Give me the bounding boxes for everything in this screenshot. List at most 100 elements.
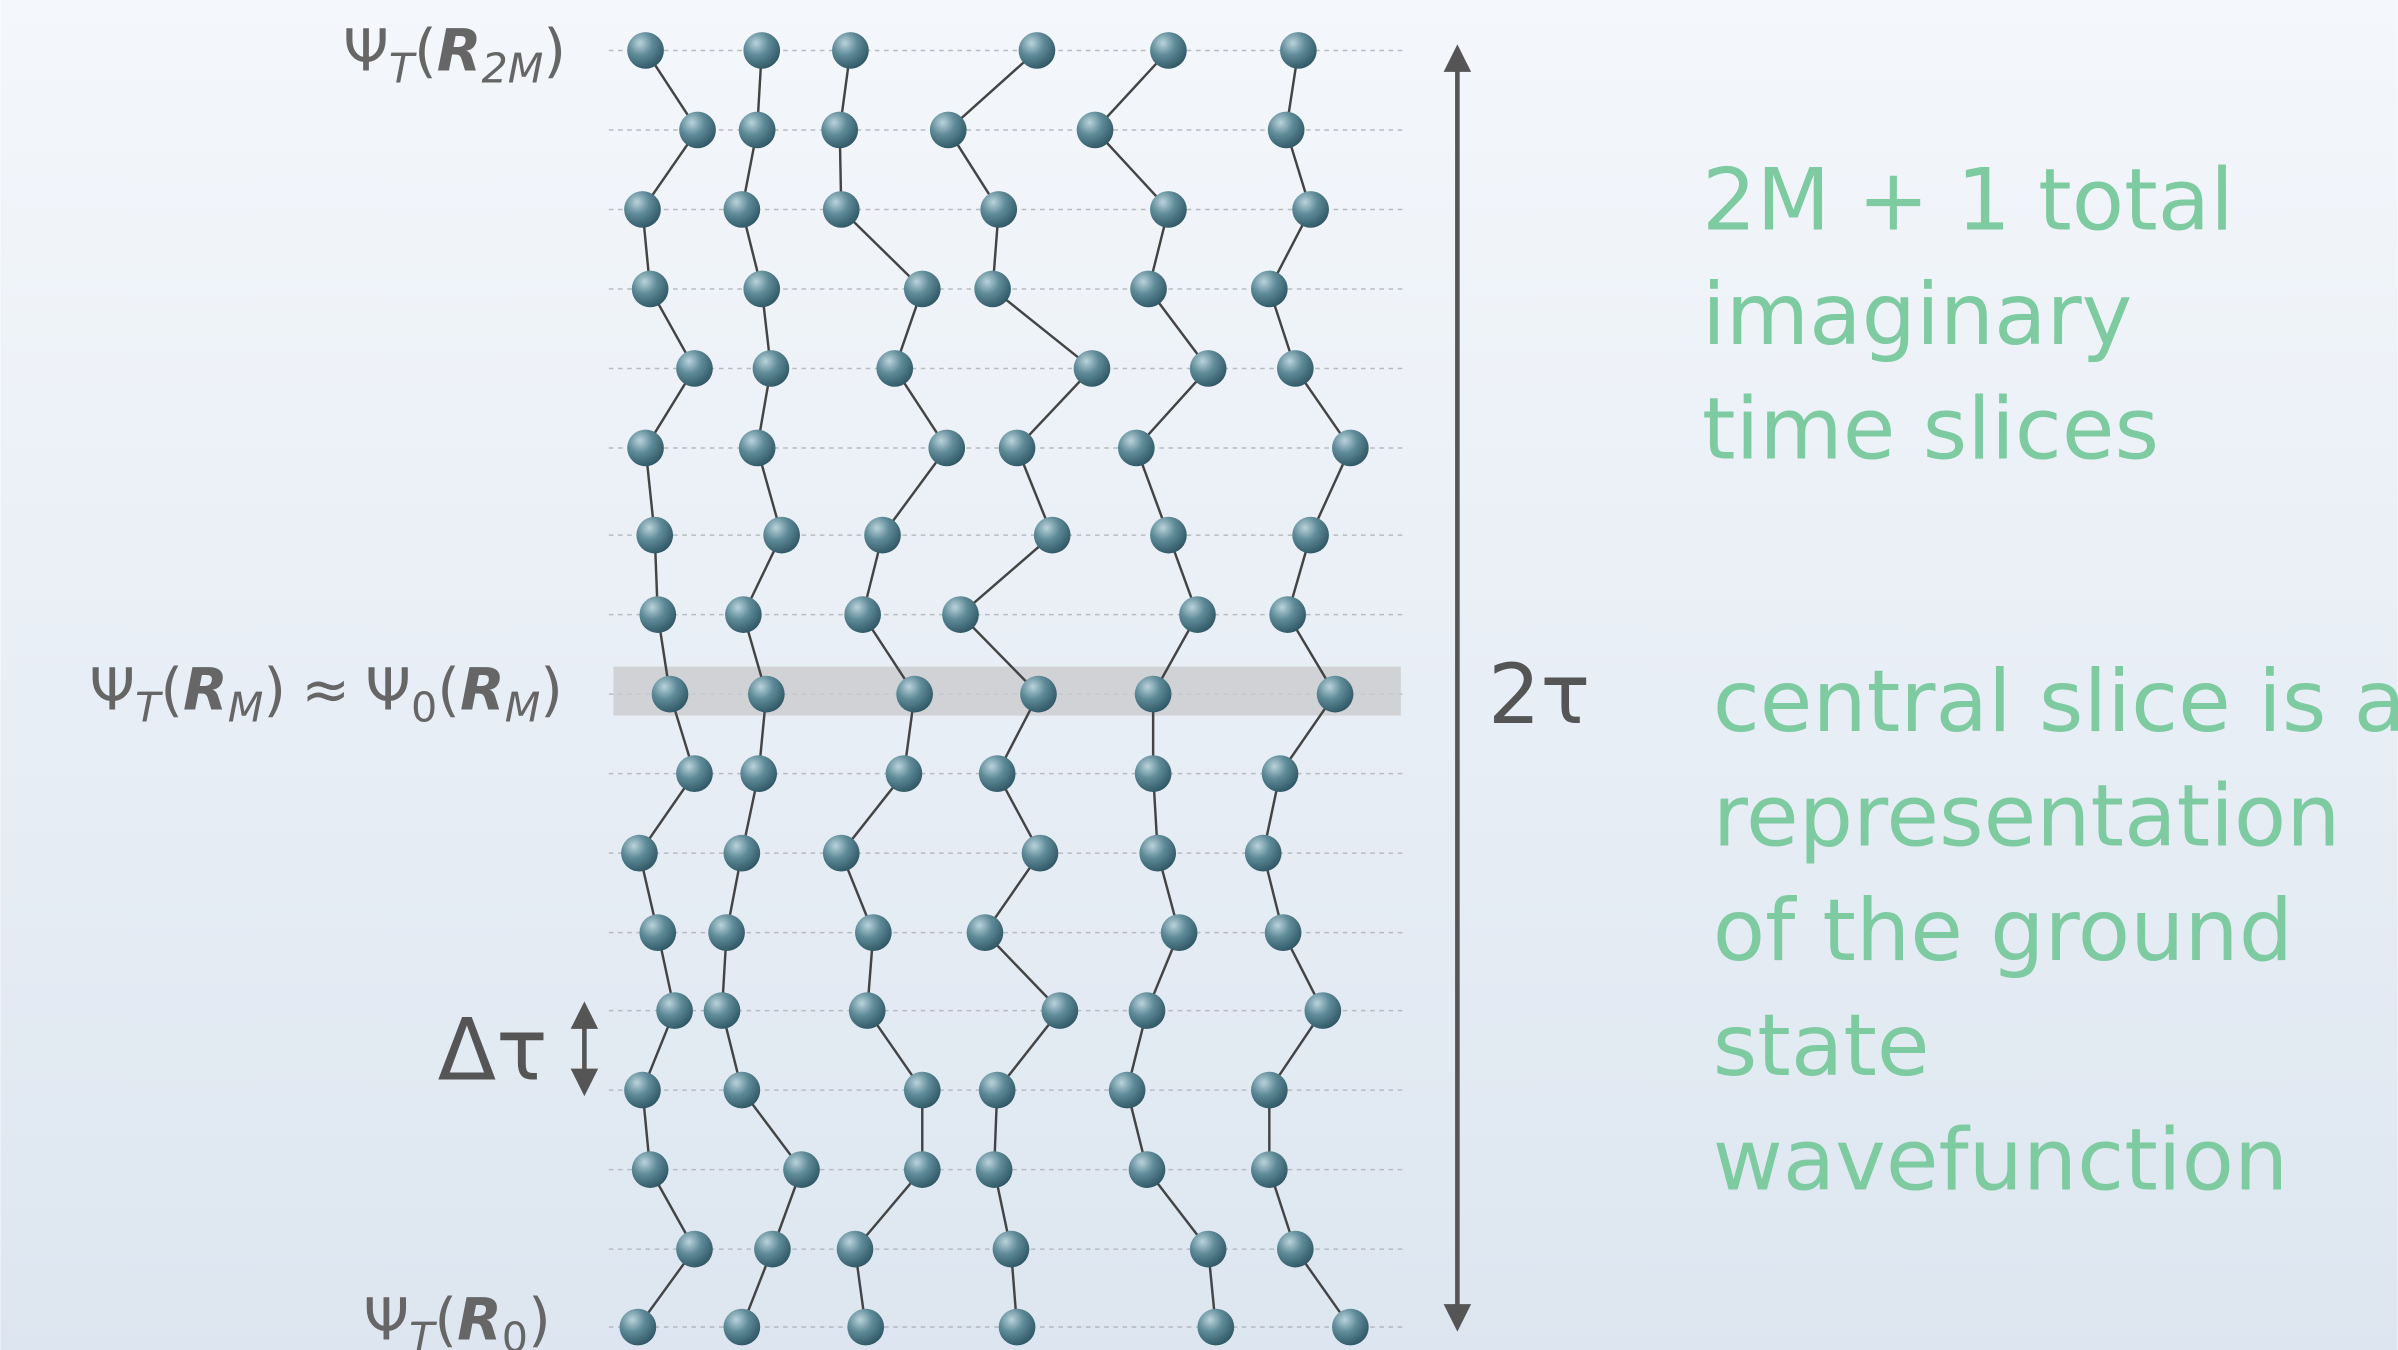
symbol: Ψ (89, 655, 135, 723)
bead (740, 755, 777, 792)
subscript: T (409, 1314, 437, 1350)
bead (724, 1309, 761, 1346)
symbol: R (437, 16, 482, 84)
bead (725, 596, 762, 633)
bead (1139, 835, 1176, 872)
bead (904, 1072, 941, 1109)
bead (743, 32, 780, 69)
paren: ) (528, 1285, 551, 1350)
bead (1074, 350, 1111, 387)
bead (928, 430, 965, 467)
bead (1332, 1309, 1369, 1346)
note-line: state (1713, 997, 1930, 1096)
bead (844, 596, 881, 633)
bead (999, 430, 1036, 467)
bead (1245, 835, 1282, 872)
bead (676, 350, 713, 387)
bead (679, 112, 716, 149)
bead (823, 191, 860, 228)
bead (632, 1151, 669, 1188)
bead (1150, 191, 1187, 228)
bead (1269, 596, 1306, 633)
symbol: R (457, 1285, 502, 1350)
bead (639, 914, 676, 951)
bead (1251, 1072, 1288, 1109)
paren: ( (414, 16, 437, 84)
subscript: 2M (482, 45, 544, 93)
bead (632, 271, 669, 308)
bead (1077, 112, 1114, 149)
bead (1332, 430, 1369, 467)
bead (704, 992, 741, 1029)
bead (639, 596, 676, 633)
paren: ) (540, 655, 563, 723)
bead (979, 1072, 1016, 1109)
symbol: R (183, 655, 228, 723)
bead (1135, 755, 1172, 792)
bead (876, 350, 913, 387)
bead (620, 1309, 657, 1346)
bead (676, 1231, 713, 1268)
bead (1262, 755, 1299, 792)
subscript: T (135, 684, 163, 732)
bead (1130, 271, 1167, 308)
bead (999, 1309, 1036, 1346)
bead (1268, 112, 1305, 149)
bead (980, 191, 1017, 228)
note-line: of the ground (1713, 882, 2293, 981)
bead (724, 1072, 761, 1109)
subscript: 0 (502, 1314, 528, 1350)
bead (847, 1309, 884, 1346)
subscript: M (505, 684, 541, 732)
bead (837, 1231, 874, 1268)
bead (739, 430, 776, 467)
bead (896, 676, 933, 713)
bead (1129, 992, 1166, 1029)
bead (748, 676, 785, 713)
bead (656, 992, 693, 1029)
bead (1022, 835, 1059, 872)
bead (1197, 1309, 1234, 1346)
bead (783, 1151, 820, 1188)
bead (624, 1072, 661, 1109)
bead (967, 914, 1004, 951)
note-line: imaginary (1702, 266, 2132, 365)
bead (904, 1151, 941, 1188)
bead (855, 914, 892, 951)
bead (993, 1231, 1030, 1268)
subscript: T (389, 45, 417, 93)
bead (979, 755, 1016, 792)
symbol: Ψ (365, 655, 411, 723)
bead (1109, 1072, 1146, 1109)
bead (1179, 596, 1216, 633)
span-label: 2τ (1488, 647, 1590, 743)
bead (1034, 517, 1071, 554)
bead (627, 32, 664, 69)
bead (904, 271, 941, 308)
paren: ( (434, 1285, 457, 1350)
bead (1317, 676, 1354, 713)
bead (942, 596, 979, 633)
bead (1020, 676, 1057, 713)
bead (1292, 517, 1329, 554)
middle-label: ΨT(RM)≈Ψ0(RM) (89, 655, 563, 731)
note-line: time slices (1702, 381, 2159, 480)
bead (1135, 676, 1172, 713)
bead (1277, 1231, 1314, 1268)
bead (724, 191, 761, 228)
bead (708, 914, 745, 951)
bead (1190, 350, 1227, 387)
bead (976, 1151, 1013, 1188)
bead (864, 517, 901, 554)
bead (739, 112, 776, 149)
bead (754, 1231, 791, 1268)
bead (1251, 271, 1288, 308)
bead (676, 755, 713, 792)
step-label: Δτ (438, 1001, 548, 1100)
paren: ( (437, 655, 460, 723)
subscript: 0 (411, 684, 437, 732)
bead (624, 191, 661, 228)
paren: ( (160, 655, 183, 723)
bead (821, 112, 858, 149)
bead (1129, 1151, 1166, 1188)
